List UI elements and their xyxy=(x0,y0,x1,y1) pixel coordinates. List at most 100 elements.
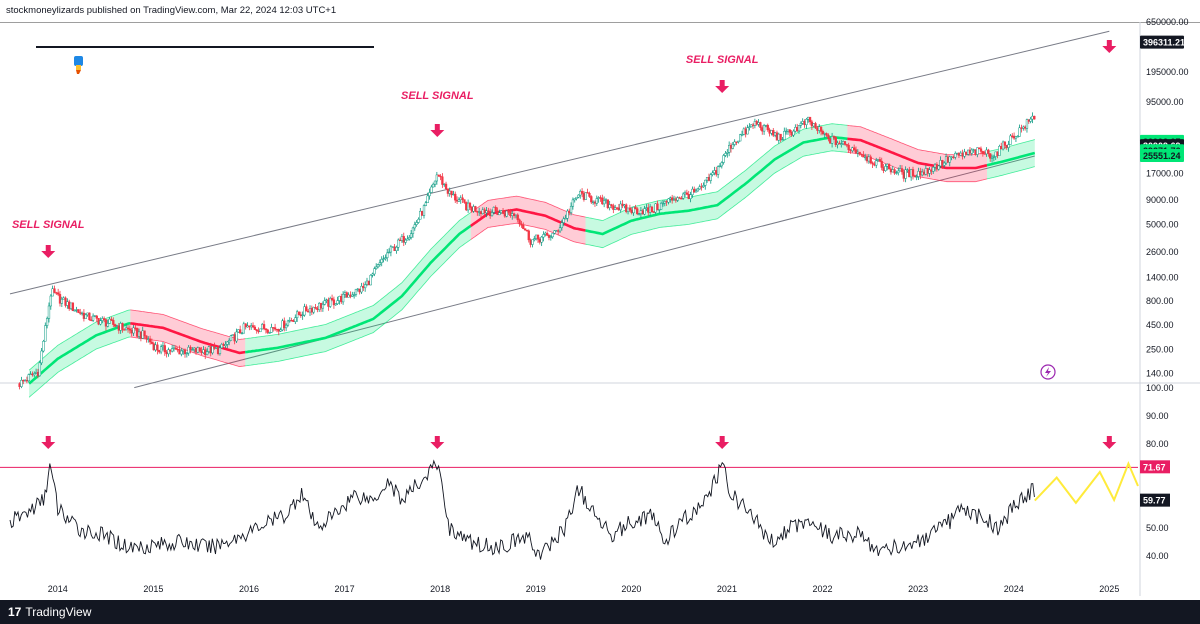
band-bull-fill-2 xyxy=(245,212,471,366)
candle-body xyxy=(685,192,689,195)
candle-body xyxy=(211,346,214,354)
candle-body xyxy=(426,195,429,204)
candle-body xyxy=(290,320,293,322)
candle-body xyxy=(204,349,207,356)
candle-body xyxy=(976,147,979,155)
candle-body xyxy=(384,257,387,259)
candle-body xyxy=(783,131,786,140)
tradingview-logo[interactable]: 17 TradingView xyxy=(8,605,91,619)
candle-body xyxy=(812,123,815,127)
candle-body xyxy=(503,213,507,217)
candle-body xyxy=(682,193,685,199)
candle-body xyxy=(358,288,361,293)
candle-body xyxy=(614,207,617,210)
candle-body xyxy=(707,177,711,181)
candle-body xyxy=(316,307,319,310)
candle-body xyxy=(972,149,975,151)
candle-body xyxy=(183,349,187,355)
candle-body xyxy=(279,329,282,332)
candle-body xyxy=(288,320,291,322)
candle-body xyxy=(248,325,251,328)
candle-body xyxy=(777,133,780,141)
candle-body xyxy=(671,197,674,201)
candle-body xyxy=(69,302,73,309)
candle-body xyxy=(494,207,497,212)
candle-body xyxy=(784,130,788,133)
band-lower-edge-4 xyxy=(585,150,848,249)
candle-body xyxy=(512,213,516,217)
candle-body xyxy=(58,294,62,304)
candle-body xyxy=(301,314,304,317)
candle-body xyxy=(542,234,545,238)
candle-body xyxy=(930,169,933,172)
candle-body xyxy=(735,141,738,143)
candle-body xyxy=(117,325,120,331)
candle-body xyxy=(661,202,665,205)
candle-body xyxy=(726,152,729,154)
candle-body xyxy=(424,202,427,206)
band-center-line-5 xyxy=(847,137,988,170)
candle-body xyxy=(516,214,519,221)
candle-body xyxy=(472,206,475,212)
candle-body xyxy=(533,238,536,240)
candle-body xyxy=(360,285,363,293)
candle-body xyxy=(577,194,580,198)
candle-body xyxy=(621,203,624,207)
candle-body xyxy=(924,168,928,175)
candle-body xyxy=(619,203,622,211)
price-tick-label-7: 1400.00 xyxy=(1146,273,1179,283)
candle-body xyxy=(887,163,891,170)
candle-body xyxy=(645,207,648,209)
candle-body xyxy=(880,160,883,168)
candle-body xyxy=(457,199,461,202)
candle-body xyxy=(437,174,440,177)
candle-body xyxy=(362,285,365,289)
x-tick-label-4: 2018 xyxy=(430,584,450,594)
candle-body xyxy=(64,297,67,306)
candle-body xyxy=(141,330,144,339)
candle-body xyxy=(435,174,439,182)
candle-body xyxy=(461,197,464,200)
osc-threshold-badge: 71.67 xyxy=(1143,462,1166,472)
candle-body xyxy=(305,306,308,312)
candle-body xyxy=(367,280,370,286)
candle-body xyxy=(159,346,163,353)
candle-body xyxy=(261,324,264,330)
candle-body xyxy=(818,126,821,131)
candle-body xyxy=(341,293,345,303)
price-tick-label-11: 140.00 xyxy=(1146,369,1174,379)
channel-lower-line xyxy=(134,155,1035,389)
candle-body xyxy=(86,312,89,316)
candle-body xyxy=(36,371,40,377)
candle-body xyxy=(772,130,775,136)
candle-body xyxy=(439,175,442,178)
candle-body xyxy=(459,197,462,201)
candle-body xyxy=(400,236,404,241)
candle-body xyxy=(369,275,372,286)
band-lower-edge-6 xyxy=(986,166,1035,180)
candle-body xyxy=(270,327,273,333)
candle-body xyxy=(693,188,696,193)
candle-body xyxy=(659,202,663,210)
candle-body xyxy=(547,235,551,238)
candle-body xyxy=(490,212,494,217)
candle-body xyxy=(553,230,556,234)
candle-body xyxy=(463,199,466,203)
candle-body xyxy=(882,167,885,171)
candle-body xyxy=(386,252,389,258)
candle-body xyxy=(564,218,567,220)
candle-body xyxy=(163,345,166,353)
candle-body xyxy=(608,204,611,208)
candle-body xyxy=(323,300,326,305)
paintbrush-icon xyxy=(74,56,83,74)
candle-body xyxy=(838,142,841,145)
candle-body xyxy=(658,209,661,211)
candle-body xyxy=(295,311,299,318)
candle-body xyxy=(799,123,803,126)
candle-body xyxy=(411,227,415,234)
candle-body xyxy=(865,156,869,162)
candle-body xyxy=(959,152,962,156)
band-upper-edge-6 xyxy=(986,139,1035,153)
candle-body xyxy=(452,193,455,196)
band-upper-edge-1 xyxy=(130,309,246,340)
